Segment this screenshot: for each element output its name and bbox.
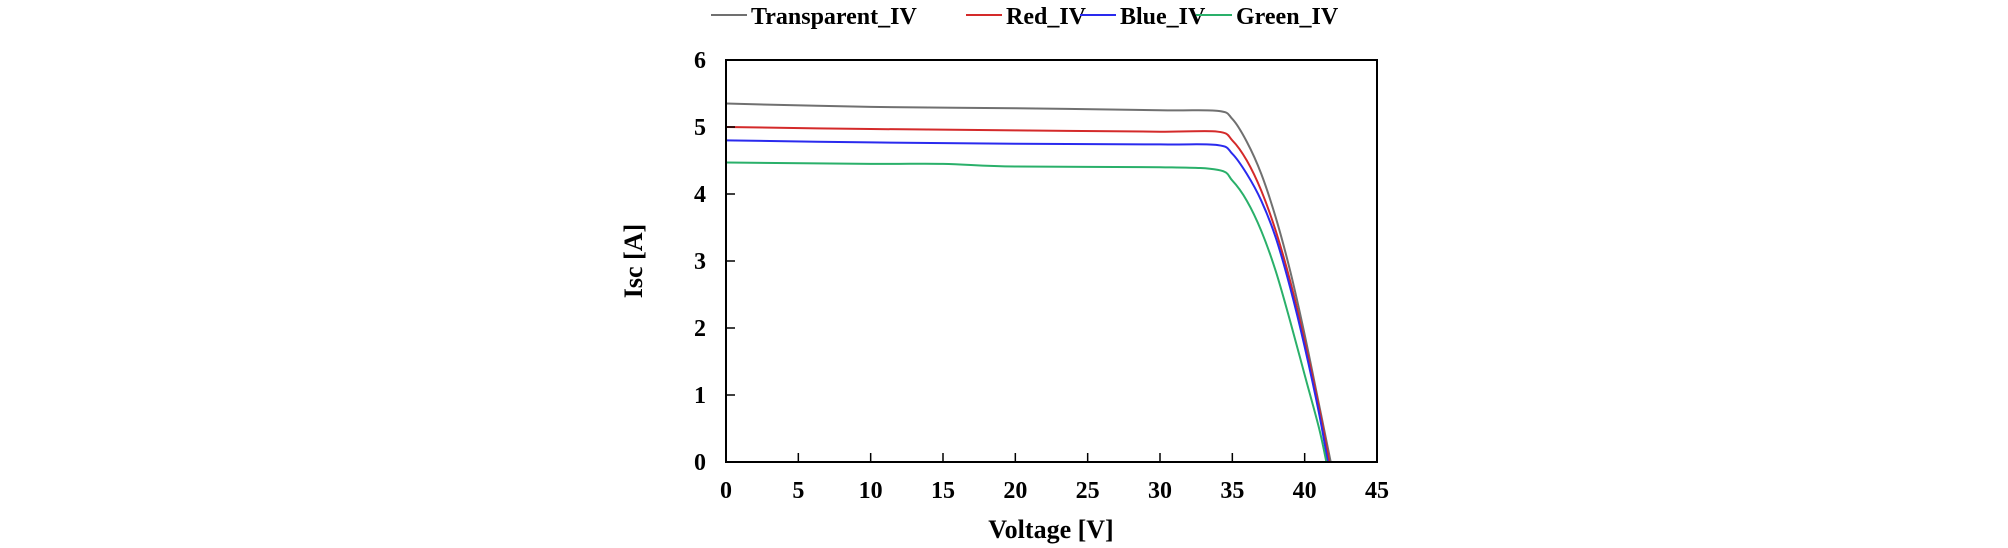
x-axis-label: Voltage [V] [988, 515, 1113, 544]
x-tick-label: 10 [859, 478, 883, 504]
x-tick-label: 15 [931, 478, 955, 504]
y-tick-label: 3 [694, 249, 706, 275]
x-axis: 0 5 10 15 20 25 30 35 40 45 [720, 453, 1389, 504]
x-tick-label: 35 [1220, 478, 1244, 504]
x-tick-label: 20 [1003, 478, 1027, 504]
y-tick-label: 0 [694, 450, 706, 476]
x-tick-label: 40 [1293, 478, 1317, 504]
x-tick-label: 30 [1148, 478, 1172, 504]
y-tick-label: 4 [694, 182, 706, 208]
x-tick-label: 5 [792, 478, 804, 504]
series-line-green_iv [725, 161, 1328, 463]
legend-label: Blue_IV [1120, 4, 1206, 30]
x-tick-label: 25 [1076, 478, 1100, 504]
y-tick-label: 2 [694, 316, 706, 342]
legend-label: Green_IV [1236, 4, 1339, 30]
series-line-transparent_iv [725, 102, 1332, 463]
legend: Transparent_IV Red_IV Blue_IV Green_IV [711, 4, 1339, 30]
series-lines [725, 102, 1332, 463]
plot-area-frame [725, 59, 1378, 463]
series-line-red_iv [725, 126, 1331, 463]
y-axis-label: Isc [A] [619, 224, 648, 298]
series-line-blue_iv [725, 139, 1329, 463]
x-tick-label: 45 [1365, 478, 1389, 504]
y-axis: 0 1 2 3 4 5 6 [694, 48, 735, 476]
y-tick-label: 5 [694, 115, 706, 141]
y-tick-label: 6 [694, 48, 706, 74]
legend-label: Red_IV [1006, 4, 1087, 30]
y-tick-label: 1 [694, 383, 706, 409]
x-tick-label: 0 [720, 478, 732, 504]
legend-label: Transparent_IV [751, 4, 917, 30]
